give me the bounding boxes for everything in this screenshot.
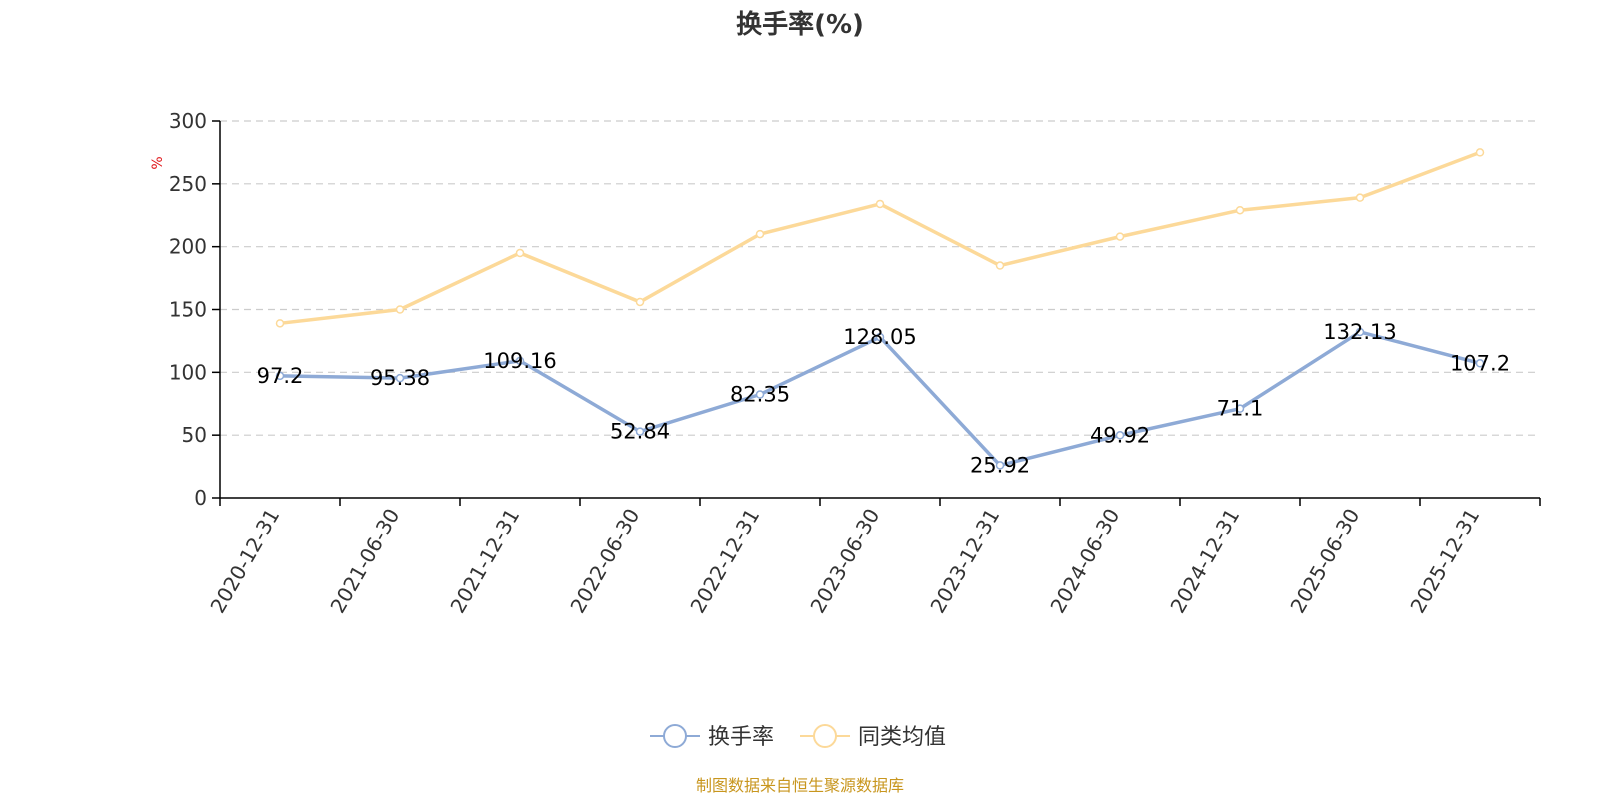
series-point-0	[275, 371, 285, 381]
axes: 0 50 100 150 200 250 300 2020-12-31 2021-06-30 20…	[169, 109, 1541, 618]
data-labels: 97.2 95.38 109.16 52.84 82.35 128.05 25.92 49.9…	[257, 320, 1510, 477]
x-tick-label: 2022-12-31	[685, 505, 764, 618]
data-label: 52.84	[610, 420, 670, 444]
series-point-0	[1235, 404, 1245, 413]
y-tick-label: 150	[169, 298, 207, 322]
chart-title: 换手率(%)	[736, 9, 864, 40]
legend-marker	[663, 724, 687, 748]
x-tick-label: 2022-06-30	[565, 505, 644, 618]
series-point-0	[635, 427, 645, 436]
series-point-0	[395, 373, 405, 383]
data-label: 82.35	[730, 383, 790, 407]
series-lines	[275, 148, 1485, 470]
series-point-1	[275, 319, 285, 328]
data-source-note: 制图数据来自恒生聚源数据库	[696, 776, 904, 795]
data-label: 128.05	[843, 325, 916, 349]
x-tick-label: 2021-12-31	[445, 505, 524, 618]
data-label: 109.16	[483, 349, 556, 373]
y-axis-unit-label: %	[150, 156, 166, 169]
data-label: 107.2	[1450, 351, 1510, 375]
series-point-1	[1115, 232, 1125, 241]
series-point-0	[1115, 431, 1125, 440]
data-label: 71.1	[1217, 397, 1264, 421]
x-tick-label: 2020-12-31	[205, 505, 284, 618]
y-tick-label: 300	[169, 109, 207, 133]
legend-marker	[813, 724, 837, 748]
x-tick-label: 2024-12-31	[1165, 505, 1244, 618]
legend-label: 换手率	[708, 725, 774, 750]
series-point-0	[1355, 327, 1365, 337]
y-tick-label: 0	[194, 486, 207, 510]
series-line-1	[278, 150, 1482, 326]
y-tick-label: 250	[169, 172, 207, 196]
series-point-1	[515, 248, 525, 258]
y-tick-label: 100	[169, 360, 207, 384]
series-point-1	[995, 261, 1005, 270]
x-tick-label: 2021-06-30	[325, 505, 404, 618]
x-tick-label: 2023-12-31	[925, 505, 1004, 618]
series-point-1	[1235, 205, 1245, 215]
data-label: 132.13	[1323, 320, 1396, 344]
series-point-1	[635, 297, 645, 307]
series-point-1	[1475, 148, 1485, 157]
series-point-1	[875, 199, 885, 209]
series-point-0	[875, 332, 885, 342]
data-label: 95.38	[370, 366, 430, 390]
x-tick-label: 2025-06-30	[1285, 505, 1364, 618]
series-point-0	[1475, 359, 1485, 368]
series-line-0	[278, 330, 1482, 468]
series-point-0	[995, 461, 1005, 470]
series-point-0	[755, 390, 765, 399]
y-tick-label: 50	[182, 423, 207, 447]
x-tick-label: 2023-06-30	[805, 505, 884, 618]
x-tick-label: 2024-06-30	[1045, 505, 1124, 618]
series-point-1	[395, 305, 405, 314]
series-point-1	[755, 229, 765, 239]
legend: 换手率 同类均值	[650, 724, 946, 750]
x-tick-label: 2025-12-31	[1405, 505, 1484, 618]
legend-label: 同类均值	[858, 725, 946, 750]
data-label: 97.2	[257, 364, 304, 388]
data-label: 49.92	[1090, 423, 1150, 447]
data-label: 25.92	[970, 453, 1030, 477]
y-tick-label: 200	[169, 235, 207, 259]
series-point-1	[1355, 193, 1365, 202]
series-point-0	[515, 356, 525, 366]
